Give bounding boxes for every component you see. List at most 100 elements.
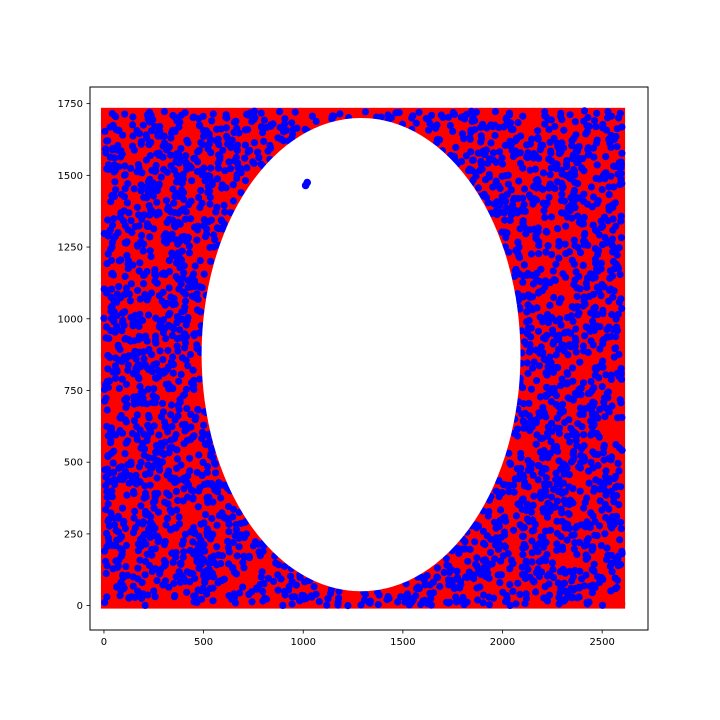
blue-point [227,144,235,152]
blue-point [173,254,181,262]
blue-point [520,223,528,231]
blue-point [578,164,586,172]
blue-point [527,385,536,393]
blue-point [144,311,153,319]
blue-point [485,508,493,516]
blue-point [550,134,558,142]
blue-point [539,185,547,193]
blue-point [198,171,206,179]
blue-point [223,134,231,142]
blue-point [596,485,604,493]
blue-point [128,429,137,438]
blue-point [425,126,433,134]
blue-point [613,125,621,133]
blue-point [118,504,127,512]
blue-point [173,455,182,463]
blue-point [540,594,548,602]
blue-point [589,581,597,589]
blue-point [129,370,137,378]
blue-point [296,573,304,582]
blue-point [601,413,609,421]
blue-point [168,508,176,516]
blue-point [612,557,620,565]
blue-point [541,108,549,116]
blue-point [607,371,615,379]
blue-point [190,598,198,606]
blue-point [532,569,541,577]
blue-point [564,370,572,378]
blue-point [564,351,572,359]
blue-point [555,593,563,602]
blue-point [137,388,145,396]
blue-point [104,286,112,295]
blue-point [581,300,589,308]
blue-point [104,500,112,508]
blue-point [221,167,229,175]
blue-point [602,126,611,134]
blue-point [563,536,571,544]
blue-point [166,444,174,452]
blue-point [572,391,580,399]
blue-point [486,548,495,557]
blue-point [134,242,142,250]
blue-point [213,521,221,529]
blue-point [191,293,199,302]
blue-point [532,231,540,239]
blue-point [608,272,617,280]
blue-point [497,557,505,565]
blue-point [608,235,617,243]
blue-point [149,192,157,200]
blue-point [561,342,569,350]
blue-point [123,199,131,207]
blue-point [163,218,171,227]
blue-point [169,185,177,193]
blue-point [208,480,216,488]
blue-point [211,236,219,244]
blue-point [469,115,478,123]
blue-point [408,114,416,122]
blue-point [135,374,143,383]
blue-point [111,178,119,186]
blue-point [140,240,148,248]
blue-point [301,578,309,586]
blue-point [563,157,571,165]
blue-point [575,309,583,317]
blue-point [241,154,249,162]
blue-point [506,216,514,224]
blue-point [523,318,531,326]
blue-point [576,487,584,495]
blue-point [495,477,503,485]
blue-point [107,198,115,206]
blue-point [501,543,510,551]
blue-point [618,550,626,558]
blue-point [490,200,498,208]
blue-point [605,191,613,199]
blue-point [194,148,202,156]
blue-point [234,159,242,167]
blue-point [152,448,160,456]
blue-point [176,395,184,404]
blue-point [244,126,252,134]
blue-point [561,419,569,427]
blue-point [217,125,225,133]
blue-point [179,553,187,561]
blue-point [233,552,241,560]
blue-point [204,172,212,180]
y-tick-label: 0 [77,601,83,612]
blue-point [287,572,295,580]
blue-point [506,119,515,127]
blue-point [197,308,205,316]
blue-point [477,132,485,140]
blue-point [176,220,184,228]
blue-point [113,323,121,331]
blue-point [587,509,595,517]
blue-point [189,113,197,121]
blue-point [274,586,282,594]
blue-point [103,377,111,385]
blue-point [113,312,121,320]
blue-point [426,589,434,597]
blue-point [577,521,585,529]
blue-point [617,399,625,407]
blue-point [178,179,186,187]
blue-point [119,131,127,139]
